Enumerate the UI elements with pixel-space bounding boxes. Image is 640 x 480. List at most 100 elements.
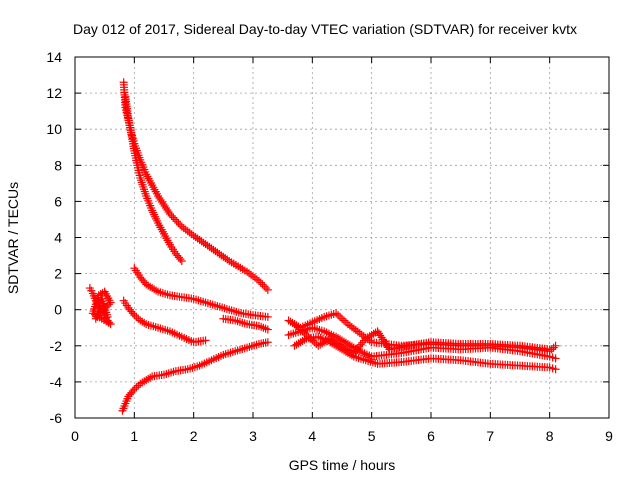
data-point	[130, 385, 139, 394]
data-point	[163, 206, 172, 215]
data-point	[376, 331, 385, 340]
data-points	[85, 78, 560, 415]
data-point	[304, 332, 313, 341]
data-point	[545, 345, 554, 354]
data-point	[169, 213, 178, 222]
data-point	[374, 329, 383, 338]
y-tick-label: 8	[54, 157, 62, 173]
data-point	[290, 320, 299, 329]
series-arc-upper-1	[119, 78, 272, 294]
data-point	[132, 383, 141, 392]
data-point	[161, 204, 170, 213]
data-point	[154, 191, 163, 200]
data-point	[384, 343, 393, 352]
data-point	[551, 354, 560, 363]
data-point	[260, 282, 269, 291]
data-point	[176, 255, 185, 264]
data-point	[263, 312, 272, 321]
data-point	[349, 349, 358, 358]
data-point	[312, 339, 321, 348]
data-point	[263, 285, 272, 294]
data-point	[152, 286, 161, 295]
data-point	[103, 312, 112, 321]
series-tail-4	[290, 320, 554, 358]
data-point	[336, 312, 345, 321]
data-point	[373, 327, 382, 336]
data-point	[353, 344, 362, 353]
y-tick-label: 14	[46, 49, 62, 65]
x-tick-label: 2	[190, 428, 198, 444]
data-point	[339, 316, 348, 325]
data-point	[171, 215, 180, 224]
data-point	[263, 338, 272, 347]
data-point	[551, 365, 560, 374]
y-axis-title: SDTVAR / TECUs	[5, 182, 21, 294]
data-point	[140, 318, 149, 327]
data-point	[132, 312, 141, 321]
data-point	[263, 325, 272, 334]
data-point	[381, 339, 390, 348]
grid	[75, 57, 609, 418]
data-point	[377, 333, 386, 342]
data-point	[356, 340, 365, 349]
y-tick-label: -6	[50, 410, 63, 426]
y-tick-label: -2	[50, 338, 63, 354]
data-point	[130, 311, 139, 320]
x-tick-label: 4	[308, 428, 316, 444]
x-tick-label: 3	[249, 428, 257, 444]
data-point	[223, 255, 232, 264]
y-axis: -6 -4 -2 0 2 4 6 8 10 12 14	[46, 49, 609, 426]
data-point	[158, 198, 167, 207]
data-point	[351, 346, 360, 355]
data-point	[106, 298, 115, 307]
data-point	[306, 334, 315, 343]
data-point	[338, 314, 346, 323]
x-tick-label: 5	[368, 428, 376, 444]
y-tick-label: 2	[54, 266, 62, 282]
data-point	[128, 309, 137, 318]
data-point	[302, 330, 311, 339]
data-point	[378, 335, 387, 344]
series-arc-upper-2	[121, 92, 186, 265]
data-point	[380, 337, 389, 346]
data-point	[382, 341, 391, 350]
data-point	[551, 341, 560, 350]
series-arc-mid-1	[130, 264, 272, 321]
chart-title: Day 012 of 2017, Sidereal Day-to-day VTE…	[73, 21, 577, 37]
data-point	[292, 321, 301, 330]
data-point	[165, 210, 174, 219]
data-point	[254, 276, 263, 285]
data-point	[252, 275, 261, 284]
data-point	[177, 256, 186, 265]
data-point	[332, 309, 341, 318]
series-cluster-early	[85, 284, 115, 329]
data-point	[334, 311, 343, 320]
data-point	[174, 219, 183, 228]
data-point	[256, 278, 265, 287]
series-arc-mid-3	[219, 314, 272, 334]
data-point	[308, 336, 317, 345]
data-point	[354, 342, 363, 351]
x-tick-label: 7	[486, 428, 494, 444]
series-arc-lower	[118, 338, 272, 415]
x-axis: 0 1 2 3 4 5 6 7 8 9	[71, 57, 613, 444]
y-tick-label: 4	[54, 230, 62, 246]
data-point	[156, 195, 165, 204]
data-point	[176, 220, 185, 229]
x-tick-label: 9	[605, 428, 613, 444]
data-point	[300, 329, 309, 338]
data-point	[358, 338, 367, 347]
data-point	[172, 217, 181, 226]
x-axis-title: GPS time / hours	[289, 457, 396, 473]
data-point	[155, 193, 164, 202]
series-arc-mid-2	[119, 296, 210, 347]
y-tick-label: -4	[50, 374, 63, 390]
data-point	[310, 338, 319, 347]
data-point	[167, 211, 176, 220]
x-tick-label: 0	[71, 428, 79, 444]
x-tick-label: 1	[130, 428, 138, 444]
data-point	[347, 347, 356, 356]
data-point	[294, 323, 303, 332]
data-point	[128, 386, 137, 395]
